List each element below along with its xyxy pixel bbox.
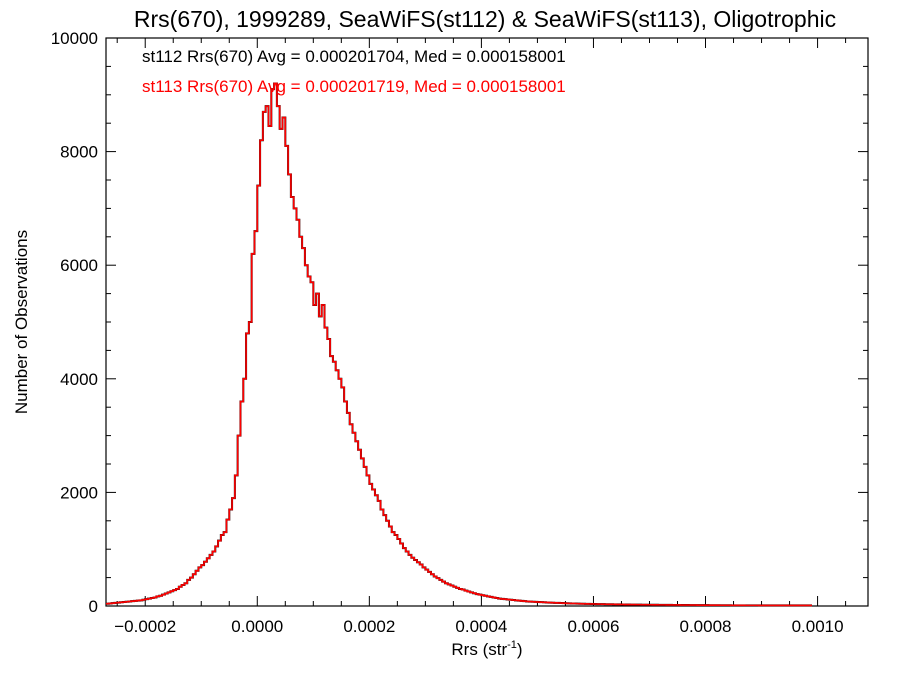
x-tick-label: 0.0010 bbox=[792, 617, 844, 636]
x-axis-label-superscript: -1 bbox=[507, 639, 517, 651]
y-axis-label: Number of Observations bbox=[12, 230, 31, 414]
x-tick-label: 0.0006 bbox=[567, 617, 619, 636]
x-tick-label: 0.0004 bbox=[455, 617, 507, 636]
x-axis-label: Rrs (str-1) bbox=[451, 639, 522, 659]
chart-title: Rrs(670), 1999289, SeaWiFS(st112) & SeaW… bbox=[134, 6, 836, 32]
x-axis-label-end: ) bbox=[517, 640, 523, 659]
x-tick-label: 0.0008 bbox=[680, 617, 732, 636]
annotation-2: st113 Rrs(670) Avg = 0.000201719, Med = … bbox=[142, 77, 566, 96]
histogram-st113 bbox=[106, 82, 812, 607]
histogram-st112 bbox=[106, 82, 812, 607]
legend-annotations: st112 Rrs(670) Avg = 0.000201704, Med = … bbox=[142, 47, 566, 96]
y-tick-label: 6000 bbox=[60, 256, 98, 275]
x-tick-label: 0.0000 bbox=[231, 617, 283, 636]
y-tick-label: 0 bbox=[89, 597, 98, 616]
y-tick-label: 2000 bbox=[60, 483, 98, 502]
histogram-series bbox=[106, 82, 812, 607]
plot-frame bbox=[105, 37, 869, 607]
x-tick-label: 0.0002 bbox=[343, 617, 395, 636]
plot-area: −0.0002 0.0000 0.0002 0.0004 0.0006 0.0008 0.0… bbox=[51, 29, 869, 636]
y-tick-label: 4000 bbox=[60, 370, 98, 389]
x-tick-label: −0.0002 bbox=[114, 617, 176, 636]
axis-ticks: −0.0002 0.0000 0.0002 0.0004 0.0006 0.0008 0.0… bbox=[51, 29, 868, 636]
y-tick-label: 8000 bbox=[60, 143, 98, 162]
y-tick-label: 10000 bbox=[51, 29, 98, 48]
x-axis-label-base: Rrs (str bbox=[451, 640, 507, 659]
annotation-1: st112 Rrs(670) Avg = 0.000201704, Med = … bbox=[142, 47, 566, 66]
